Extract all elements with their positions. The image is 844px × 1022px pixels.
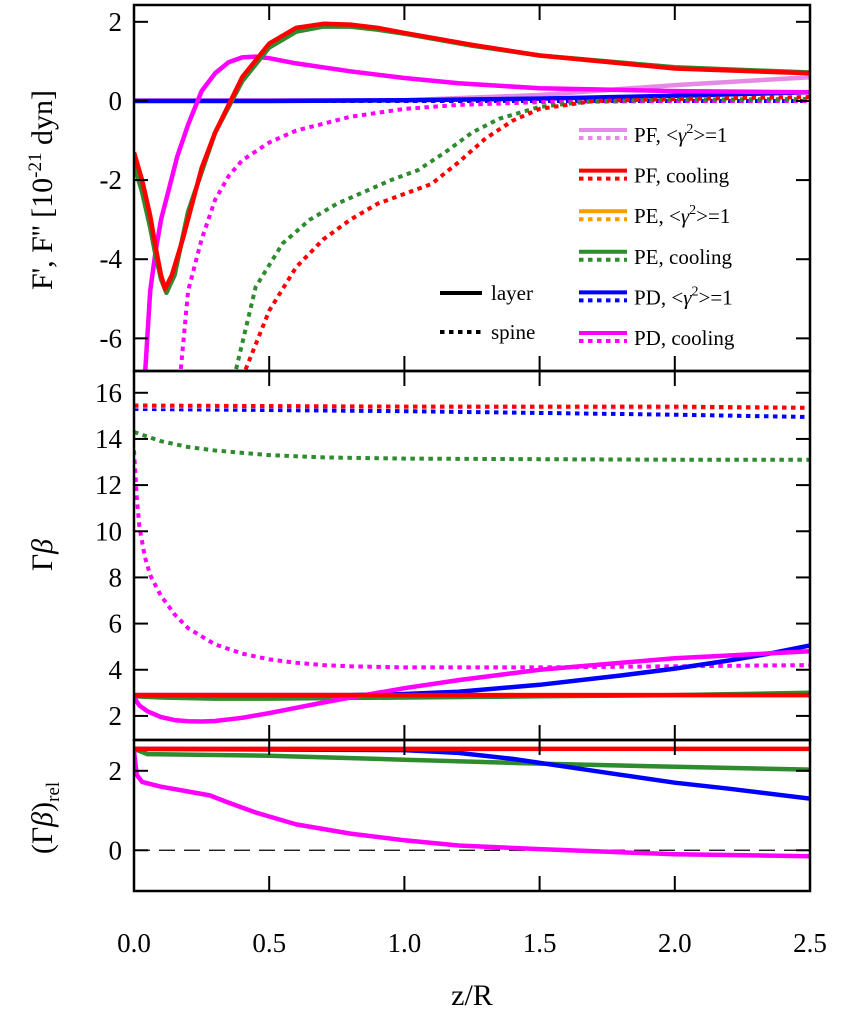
y-tick-label: 0 xyxy=(109,86,123,116)
y-ticks-middle: 2 4 6 8 10 12 14 16 xyxy=(95,378,810,731)
y-label-bottom: (Γβ)rel xyxy=(26,782,64,854)
legend-label-layer: layer xyxy=(491,281,533,305)
y-tick-label: 4 xyxy=(109,655,123,685)
legend-label-PE_cooling: PE, cooling xyxy=(634,245,732,269)
series-top-pf_cooling-spine xyxy=(243,95,810,370)
y-tick-label: 0 xyxy=(109,835,123,865)
x-tick-label: 0.5 xyxy=(252,928,286,958)
x-tick-label: 0.0 xyxy=(117,928,151,958)
y-tick-label: 6 xyxy=(109,609,123,639)
series-group-bottom xyxy=(134,746,810,859)
legend-line-style: layer spine xyxy=(440,281,535,344)
y-ticks-bottom: 02 xyxy=(109,756,810,865)
y-label-middle: Γβ xyxy=(26,539,59,571)
x-axis-label: z/R xyxy=(451,979,493,1012)
y-tick-label: 14 xyxy=(95,424,123,454)
y-tick-label: 16 xyxy=(95,378,122,408)
legend-label-spine: spine xyxy=(491,320,535,344)
y-tick-label: 2 xyxy=(109,7,123,37)
series-bot-pe_cooling-layer xyxy=(134,746,810,772)
series-top-pd_cooling-layer xyxy=(143,54,810,370)
series-mid-pd_gamma1-spine xyxy=(134,406,810,419)
legend-label-PF_gamma1: PF, <γ2>=1 xyxy=(634,122,728,147)
y-tick-label: -2 xyxy=(100,165,123,195)
y-tick-label: 2 xyxy=(109,756,123,786)
y-label-top: F', F'' [10-21 dyn] xyxy=(25,90,59,290)
frame-bottom xyxy=(132,738,812,893)
legend-label-PE_gamma1: PE, <γ2>=1 xyxy=(634,203,730,228)
series-mid-pf_cooling-spine xyxy=(134,403,810,410)
series-group-top xyxy=(134,21,810,370)
panel-top: -6-4-202 F', F'' [10-21 dyn] layerspine … xyxy=(25,3,812,373)
panel-middle: 2 4 6 8 10 12 14 16 Γβ xyxy=(26,369,812,742)
series-mid-pd_cooling-spine xyxy=(134,450,810,670)
y-tick-label: -4 xyxy=(100,244,123,274)
y-tick-label: 2 xyxy=(109,701,123,731)
x-tick-label: 2.5 xyxy=(793,928,827,958)
legend-label-PF_cooling: PF, cooling xyxy=(634,164,730,188)
series-top-pf_cooling-layer xyxy=(134,21,810,292)
legend-label-PD_gamma1: PD, <γ2>=1 xyxy=(634,284,733,309)
legend-label-PD_cooling: PD, cooling xyxy=(634,326,735,350)
x-ticks: 0.0 0.5 1.0 1.5 2.0 2.5 xyxy=(117,6,827,958)
y-tick-label: 8 xyxy=(109,562,123,592)
series-top-pd_gamma1-layer xyxy=(134,90,810,104)
series-bot-pd_cooling-layer xyxy=(134,750,810,859)
frame-middle xyxy=(132,369,812,742)
x-tick-label: 1.0 xyxy=(388,928,422,958)
panel-bottom: 02 0.0 0.5 1.0 1.5 2.0 2.5 (Γβ)rel z/R xyxy=(26,6,827,1012)
y-ticks-top: -6 -4 -2 0 2 xyxy=(100,7,810,353)
y-tick-label: -6 xyxy=(100,323,123,353)
series-top-pd_cooling-spine xyxy=(178,99,810,370)
series-group-middle xyxy=(134,403,810,724)
series-mid-pd_cooling-layer xyxy=(134,649,810,724)
x-tick-label: 1.5 xyxy=(523,928,557,958)
series-mid-pe_cooling-spine xyxy=(134,430,810,462)
series-top-pe_cooling-spine xyxy=(233,97,810,370)
y-tick-label: 12 xyxy=(95,470,122,500)
x-tick-label: 2.0 xyxy=(658,928,692,958)
y-tick-label: 10 xyxy=(95,516,122,546)
legend-series: PF, <γ2>=1 PF, cooling PE, <γ2>=1 PE, cooli… xyxy=(579,122,735,350)
